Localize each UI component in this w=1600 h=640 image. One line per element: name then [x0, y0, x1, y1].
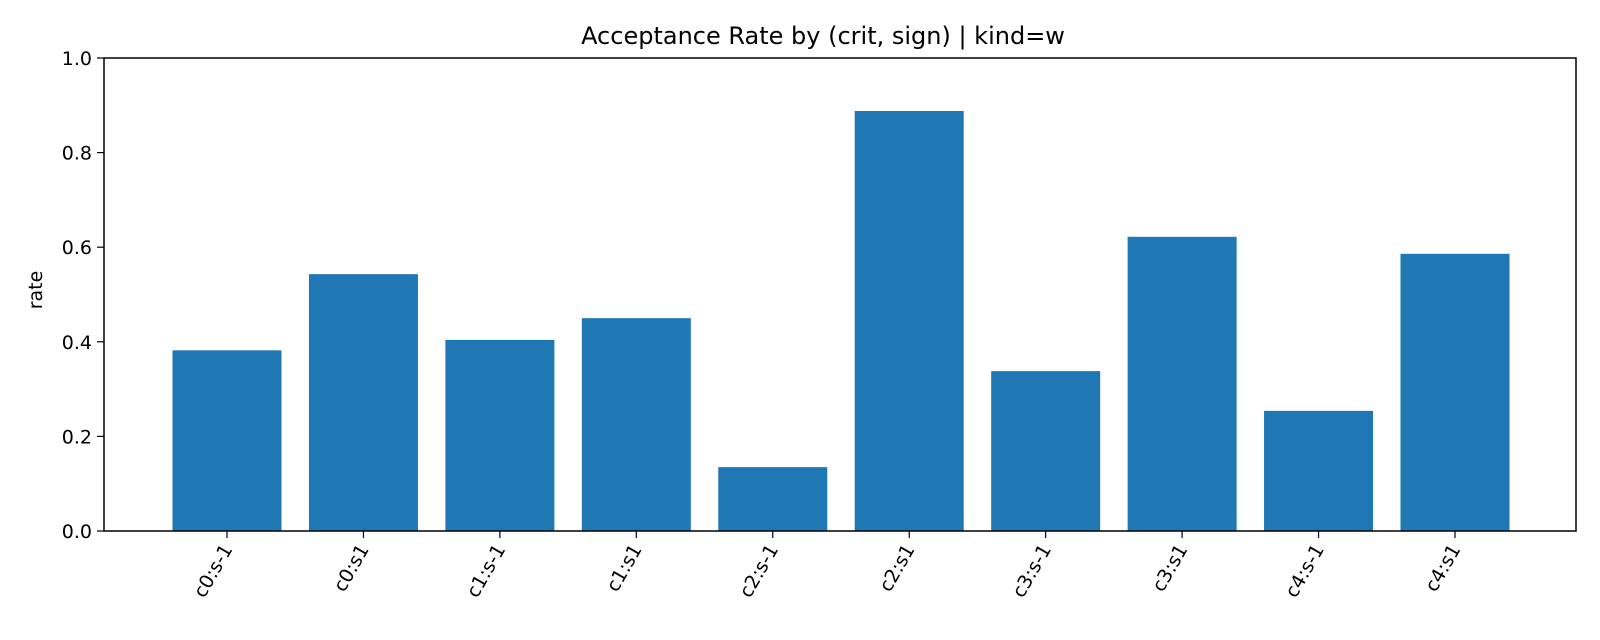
- x-tick-label: c1:s-1: [462, 541, 510, 602]
- bar-c1-s1: [581, 318, 691, 531]
- x-axis-ticks: c0:s-1 c0:s1 c1:s-1 c1:s1 c2:s-1 c2:s1 c3:s-1 c…: [189, 531, 1465, 602]
- y-tick-label: 0.8: [62, 143, 92, 165]
- x-tick-label: c3:s1: [1148, 541, 1193, 596]
- x-tick-label: c2:s-1: [735, 541, 783, 602]
- x-tick-label: c4:s1: [1421, 541, 1466, 596]
- x-tick-label: c0:s1: [329, 541, 374, 596]
- y-axis-ticks: 0.0 0.2 0.4 0.6 0.8 1.0: [62, 48, 104, 543]
- x-tick-label: c1:s1: [602, 541, 647, 596]
- bar-c1-s-1: [445, 339, 555, 531]
- y-tick-label: 0.0: [62, 521, 92, 543]
- y-axis-label: rate: [25, 271, 47, 310]
- y-tick-label: 0.2: [62, 426, 92, 448]
- plot-frame: [103, 57, 1577, 532]
- bar-c3-s-1: [991, 371, 1101, 531]
- bar-c4-s-1: [1264, 410, 1374, 531]
- bar-c3-s1: [1127, 236, 1237, 531]
- bar-c2-s-1: [718, 467, 828, 531]
- y-tick-label: 1.0: [62, 48, 92, 70]
- x-tick-label: c0:s-1: [189, 541, 237, 602]
- x-tick-label: c2:s1: [875, 541, 920, 596]
- bar-c0-s-1: [172, 350, 282, 531]
- chart-title: Acceptance Rate by (crit, sign) | kind=w: [581, 22, 1065, 50]
- x-tick-label: c3:s-1: [1008, 541, 1056, 602]
- bars-group: [172, 110, 1510, 531]
- bar-c0-s1: [308, 274, 418, 531]
- x-tick-label: c4:s-1: [1281, 541, 1329, 602]
- y-tick-label: 0.4: [62, 332, 92, 354]
- y-tick-label: 0.6: [62, 237, 92, 259]
- bar-c2-s1: [854, 110, 964, 531]
- bar-c4-s1: [1400, 253, 1510, 531]
